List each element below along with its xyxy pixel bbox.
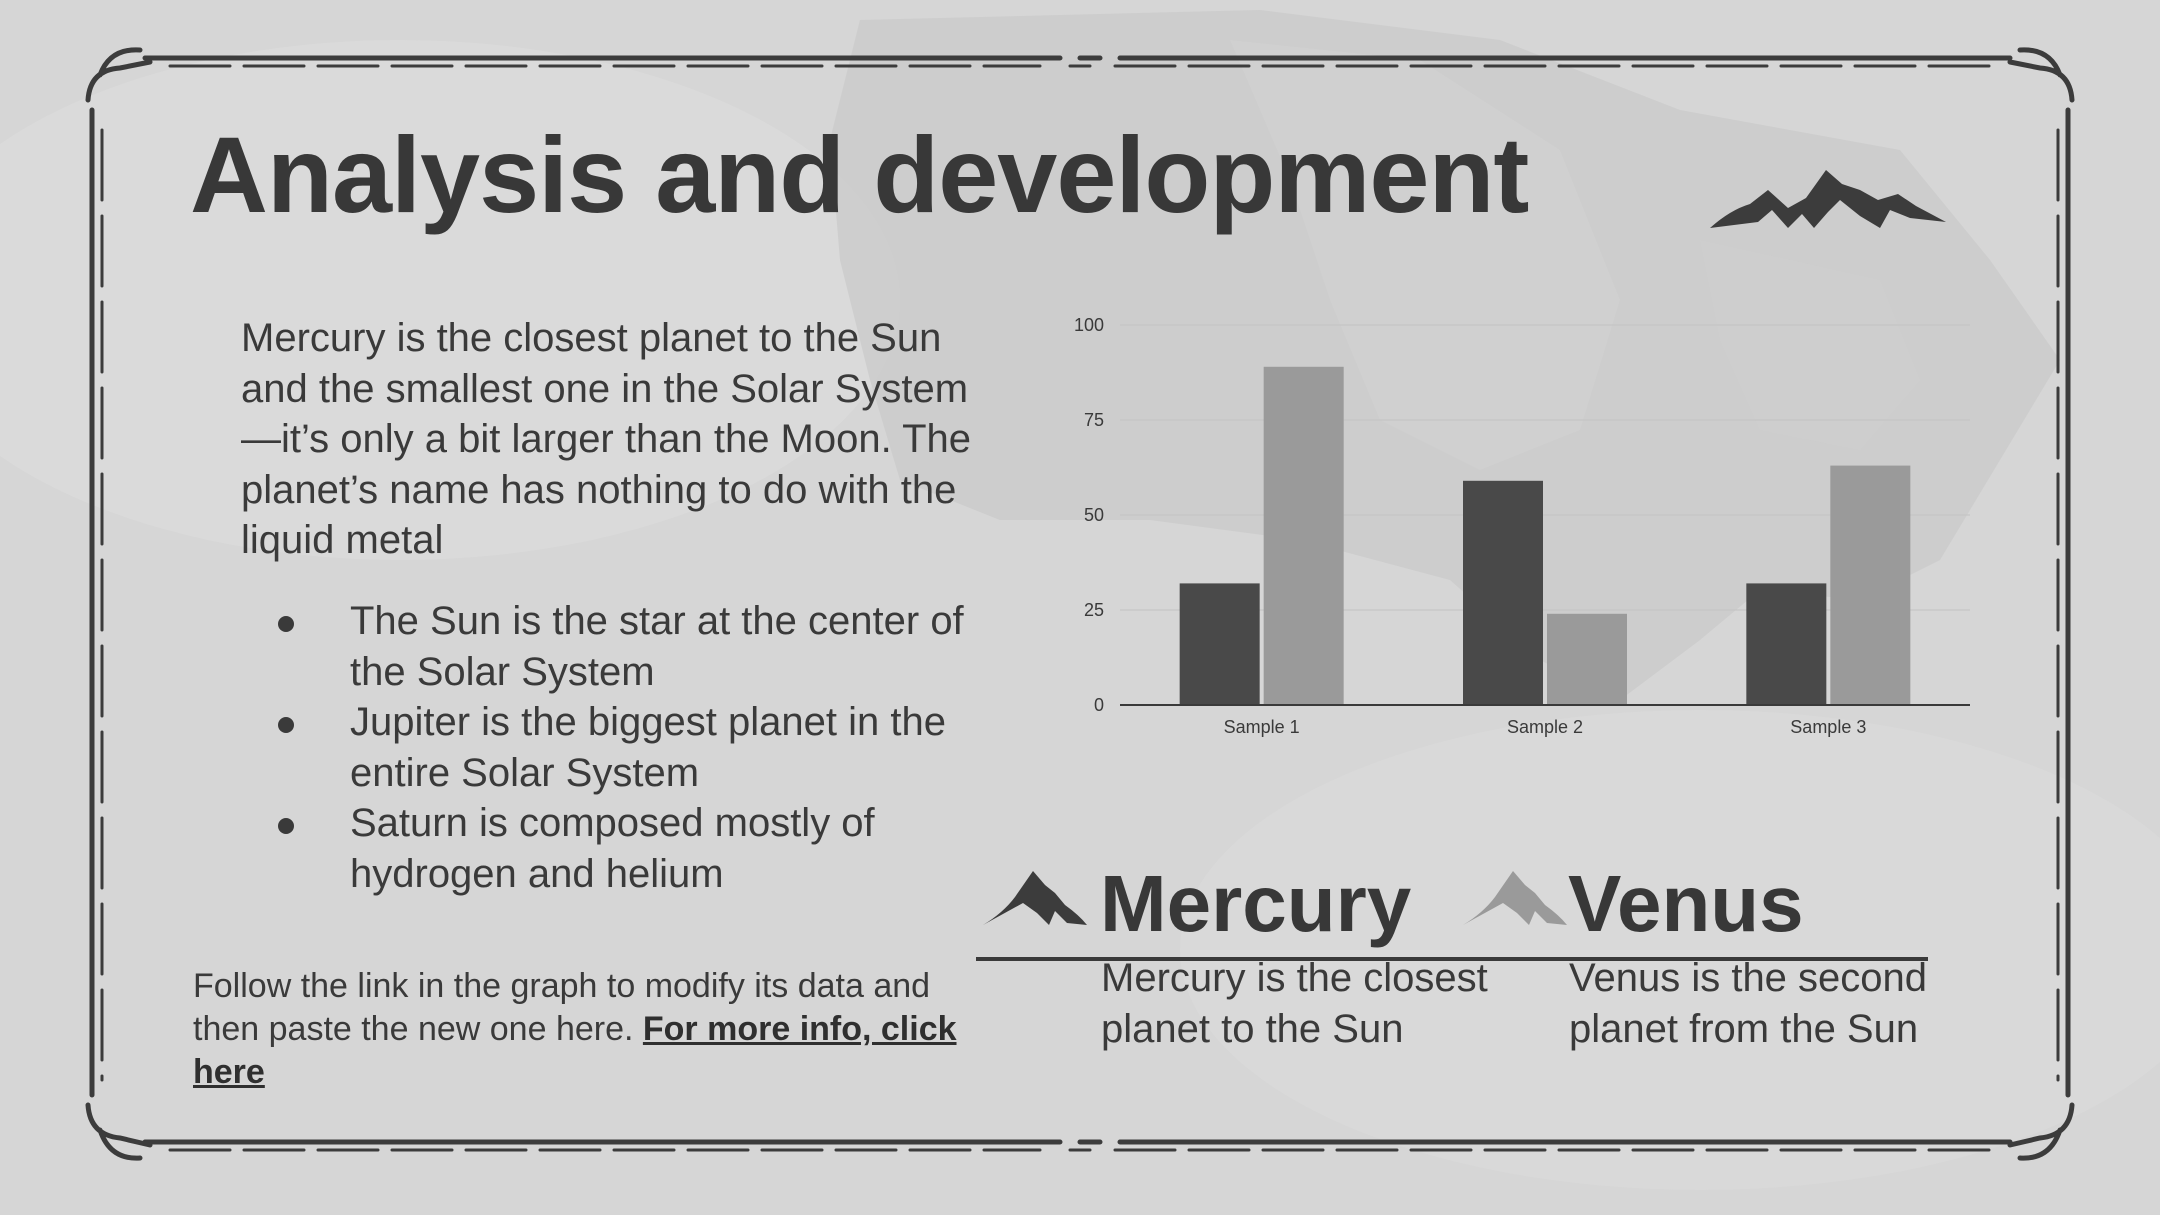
bullet-item: Jupiter is the biggest planet in the ent… bbox=[278, 697, 1018, 798]
y-tick-label: 25 bbox=[1084, 600, 1104, 620]
mountain-peak-icon bbox=[983, 871, 1087, 925]
y-tick-label: 0 bbox=[1094, 695, 1104, 715]
planet-title-venus: Venus bbox=[1568, 859, 1804, 948]
bar-series1-sample-1 bbox=[1179, 583, 1260, 705]
planet-description-venus: Venus is the second planet from the Sun bbox=[1569, 956, 1928, 1051]
planet-title-mercury: Mercury bbox=[1100, 859, 1412, 948]
mountains-icon bbox=[1710, 170, 1946, 228]
y-tick-label: 75 bbox=[1084, 410, 1104, 430]
slide-title: Analysis and development bbox=[190, 114, 1529, 235]
x-axis-ticks: Sample 1 Sample 2 Sample 3 bbox=[1224, 717, 1867, 737]
bar-chart: 0 25 50 75 100 Sample 1 Sample 2 Sample 3 bbox=[1074, 315, 1970, 737]
bar-series1-sample-3 bbox=[1746, 583, 1827, 705]
footnote-text: Follow the link in the graph to modify i… bbox=[193, 967, 931, 1048]
bullet-item: The Sun is the star at the center of the… bbox=[278, 596, 1018, 697]
intro-paragraph: Mercury is the closest planet to the Sun… bbox=[241, 316, 972, 562]
chart-bars bbox=[1179, 366, 1911, 705]
bullet-text: The Sun is the star at the center of the… bbox=[350, 599, 964, 694]
planet-description-mercury: Mercury is the closest planet to the Sun bbox=[1101, 956, 1488, 1051]
bar-series2-sample-2 bbox=[1547, 613, 1627, 705]
bar-series2-sample-3 bbox=[1830, 465, 1911, 705]
bullet-dot-icon bbox=[278, 717, 294, 733]
footnote: Follow the link in the graph to modify i… bbox=[193, 965, 993, 1094]
chart-grid bbox=[1120, 324, 1970, 611]
y-tick-label: 100 bbox=[1074, 315, 1104, 335]
more-info-link[interactable]: For more info, click here bbox=[193, 1010, 957, 1091]
y-tick-label: 50 bbox=[1084, 505, 1104, 525]
planets-divider bbox=[976, 957, 1928, 961]
bullet-text: Jupiter is the biggest planet in the ent… bbox=[350, 700, 946, 795]
mountain-peak-icon bbox=[1463, 871, 1567, 925]
x-tick-label: Sample 1 bbox=[1224, 717, 1300, 737]
bullet-dot-icon bbox=[278, 616, 294, 632]
bullet-dot-icon bbox=[278, 818, 294, 834]
bar-series1-sample-2 bbox=[1463, 480, 1543, 705]
x-tick-label: Sample 3 bbox=[1790, 717, 1866, 737]
bullet-list: The Sun is the star at the center of the… bbox=[278, 596, 1018, 899]
bullet-item: Saturn is composed mostly of hydrogen an… bbox=[278, 798, 1018, 899]
bar-series2-sample-1 bbox=[1263, 366, 1344, 705]
bullet-text: Saturn is composed mostly of hydrogen an… bbox=[350, 801, 875, 896]
y-axis-ticks: 0 25 50 75 100 bbox=[1074, 315, 1104, 715]
x-tick-label: Sample 2 bbox=[1507, 717, 1583, 737]
